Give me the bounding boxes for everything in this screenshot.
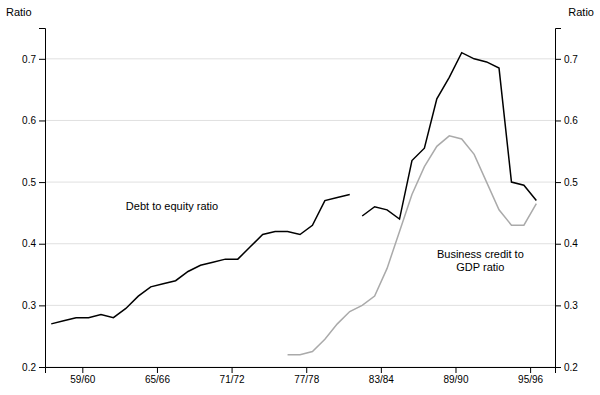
y-axis-title: Ratio	[6, 6, 32, 18]
y2-tick-mark	[555, 120, 561, 121]
x-tick-mark	[455, 367, 456, 373]
y2-tick: 0.6	[555, 115, 578, 126]
annotation: Debt to equity ratio	[126, 200, 218, 212]
series-line	[288, 136, 537, 355]
chart: 59/6065/6671/7277/7883/8489/9095/960.20.…	[0, 0, 600, 395]
series-line	[51, 194, 350, 323]
y2-tick: 0.2	[555, 362, 578, 373]
y-axis: 0.2 0.3 0.4 0.5 0.6 0.7	[22, 29, 45, 373]
grid-line	[45, 305, 555, 306]
y2-axis: 0.2 0.3 0.4 0.5 0.6 0.7	[555, 29, 578, 373]
x-tick-mark	[232, 367, 233, 373]
x-tick-label: 65/66	[145, 374, 170, 385]
y2-tick: 0.3	[555, 300, 578, 311]
x-tick: 71/72	[220, 367, 245, 385]
x-tick-label: 71/72	[220, 374, 245, 385]
y-tick: 0.3	[22, 300, 45, 311]
y-tick: 0.7	[22, 54, 45, 65]
y-tick-label: 0.6	[22, 115, 36, 126]
y-tick-label: 0.7	[22, 54, 36, 65]
x-tick: 83/84	[369, 367, 394, 385]
y2-tick-mark	[555, 244, 561, 245]
y2-tick-label: 0.7	[564, 54, 578, 65]
y2-tick-mark	[555, 367, 561, 368]
y2-axis-line	[556, 29, 562, 368]
y-axis-line	[39, 29, 46, 368]
y-tick-label: 0.5	[22, 177, 36, 188]
y-tick-mark	[39, 367, 45, 368]
x-tick-mark	[530, 367, 531, 373]
grid-line	[45, 243, 555, 244]
x-tick: 59/60	[70, 367, 95, 385]
y2-tick-label: 0.2	[564, 362, 578, 373]
annotations: Debt to equity ratio Business credit toGD…	[126, 200, 524, 274]
plot-area	[51, 53, 536, 355]
y-tick: 0.2	[22, 362, 45, 373]
x-axis-line	[46, 368, 556, 374]
x-axis: 59/60 65/66 71/72 77/78 83/84 89/90 95/96	[46, 367, 556, 385]
y-tick-label: 0.4	[22, 238, 36, 249]
x-tick: 77/78	[294, 367, 319, 385]
x-tick-mark	[82, 367, 83, 373]
x-tick: 65/66	[145, 367, 170, 385]
y2-axis-title: Ratio	[568, 6, 594, 18]
grid	[45, 59, 555, 367]
y-tick-label: 0.3	[22, 300, 36, 311]
x-tick-mark	[306, 367, 307, 373]
x-tick-label: 83/84	[369, 374, 394, 385]
x-tick-mark	[157, 367, 158, 373]
y2-tick-mark	[555, 59, 561, 60]
y2-tick-label: 0.3	[564, 300, 578, 311]
y-tick-mark	[39, 120, 45, 121]
x-tick-label: 77/78	[294, 374, 319, 385]
x-tick-label: 95/96	[518, 374, 543, 385]
annotation: Business credit toGDP ratio	[437, 248, 524, 273]
y-tick: 0.5	[22, 177, 45, 188]
grid-line	[45, 182, 555, 183]
y-tick: 0.4	[22, 238, 45, 249]
y-tick-mark	[39, 244, 45, 245]
y-tick-label: 0.2	[22, 362, 36, 373]
y2-tick: 0.4	[555, 238, 578, 249]
y-tick-mark	[39, 182, 45, 183]
y2-tick-label: 0.4	[564, 238, 578, 249]
y2-tick-mark	[555, 305, 561, 306]
y2-tick: 0.7	[555, 54, 578, 65]
y-tick: 0.6	[22, 115, 45, 126]
x-tick-label: 89/90	[443, 374, 468, 385]
y2-tick-label: 0.6	[564, 115, 578, 126]
y2-tick-label: 0.5	[564, 177, 578, 188]
y-tick-mark	[39, 59, 45, 60]
x-tick-label: 59/60	[70, 374, 95, 385]
y-tick-mark	[39, 305, 45, 306]
y2-tick-mark	[555, 182, 561, 183]
grid-line	[45, 120, 555, 121]
x-tick-mark	[381, 367, 382, 373]
x-tick: 89/90	[443, 367, 468, 385]
y2-tick: 0.5	[555, 177, 578, 188]
x-tick: 95/96	[518, 367, 543, 385]
